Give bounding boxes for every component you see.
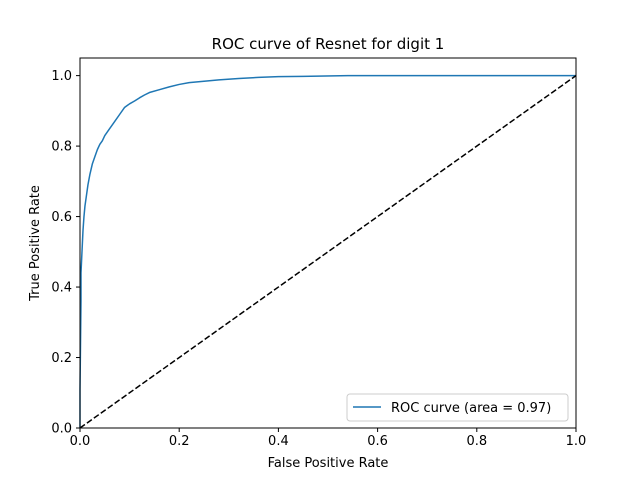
y-tick-label: 0.4: [51, 281, 72, 296]
y-tick-label: 0.6: [51, 210, 72, 225]
x-tick-label: 0.4: [268, 434, 289, 449]
y-tick-label: 0.8: [51, 140, 72, 155]
y-tick-label: 0.0: [51, 422, 72, 437]
x-tick-label: 0.2: [169, 434, 190, 449]
legend: ROC curve (area = 0.97): [346, 393, 569, 422]
plot-frame: [79, 57, 577, 429]
roc-curve-line: [79, 74, 576, 428]
legend-label: ROC curve (area = 0.97): [391, 401, 551, 416]
x-tick-label: 0.0: [70, 434, 91, 449]
y-tick-label: 0.2: [51, 351, 72, 366]
x-axis-ticks: 0.0 0.2 0.4 0.6 0.8 1.0: [70, 428, 587, 449]
y-axis-ticks: 0.0 0.2 0.4 0.6 0.8 1.0: [51, 69, 80, 437]
y-axis-label: True Positive Rate: [28, 185, 43, 302]
chance-diagonal-line: [79, 75, 577, 429]
chart-title: ROC curve of Resnet for digit 1: [212, 35, 445, 53]
x-tick-label: 0.6: [367, 434, 388, 449]
y-tick-label: 1.0: [51, 69, 72, 84]
plot-lines: [79, 74, 577, 429]
x-tick-label: 0.8: [466, 434, 487, 449]
legend-box: [346, 393, 569, 422]
x-axis-label: False Positive Rate: [268, 456, 389, 471]
x-tick-label: 1.0: [566, 434, 587, 449]
